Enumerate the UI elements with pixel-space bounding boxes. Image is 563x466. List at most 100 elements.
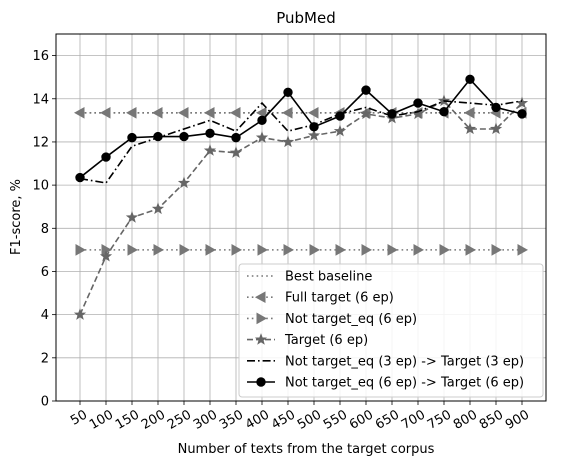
data-point bbox=[231, 132, 241, 143]
data-point bbox=[281, 135, 295, 148]
y-axis: 0 2 4 6 8 10 12 14 16 bbox=[32, 49, 56, 410]
data-point bbox=[179, 244, 191, 256]
legend-item: Full target (6 ep) bbox=[247, 291, 394, 306]
data-point bbox=[257, 244, 269, 256]
x-tick-label: 800 bbox=[451, 407, 480, 432]
data-point bbox=[73, 106, 85, 119]
legend-label: Best baseline bbox=[285, 270, 372, 285]
x-tick-label: 850 bbox=[477, 407, 506, 432]
data-point bbox=[179, 131, 189, 142]
legend-marker bbox=[254, 333, 268, 345]
data-point bbox=[257, 115, 267, 126]
x-tick-label: 50 bbox=[68, 407, 90, 428]
data-point bbox=[465, 244, 477, 256]
legend-item: Target (6 ep) bbox=[247, 333, 368, 348]
data-point bbox=[387, 109, 397, 119]
legend-label: Not target_eq (6 ep) -> Target (6 ep) bbox=[285, 376, 524, 391]
y-tick-label: 16 bbox=[32, 49, 49, 64]
chart-title: PubMed bbox=[276, 9, 336, 27]
data-point bbox=[465, 74, 475, 85]
x-tick-label: 750 bbox=[425, 407, 454, 432]
data-point bbox=[151, 106, 163, 119]
data-point bbox=[491, 102, 501, 113]
data-point bbox=[75, 244, 87, 256]
data-point bbox=[517, 109, 527, 119]
y-tick-label: 0 bbox=[41, 395, 49, 410]
legend: Best baseline Full target (6 ep) Not targe… bbox=[238, 263, 544, 398]
data-point bbox=[439, 244, 451, 256]
data-point bbox=[309, 122, 319, 132]
data-point bbox=[335, 111, 345, 121]
legend-marker bbox=[256, 312, 268, 325]
y-tick-label: 2 bbox=[41, 351, 49, 366]
y-tick-label: 8 bbox=[41, 222, 49, 237]
data-point bbox=[205, 244, 217, 256]
x-tick-label: 650 bbox=[373, 407, 402, 432]
data-point bbox=[73, 308, 87, 320]
x-tick-label: 550 bbox=[321, 407, 350, 432]
x-tick-label: 100 bbox=[87, 407, 116, 432]
series-6 bbox=[75, 74, 527, 183]
data-point bbox=[361, 85, 371, 95]
data-point bbox=[307, 106, 319, 119]
y-axis-label: F1-score, % bbox=[9, 179, 24, 255]
legend-box bbox=[238, 263, 544, 398]
data-point bbox=[463, 106, 475, 119]
legend-marker bbox=[254, 291, 266, 304]
data-point bbox=[463, 122, 477, 135]
data-point bbox=[99, 249, 113, 262]
y-tick-label: 10 bbox=[32, 179, 49, 194]
legend-item: Not target_eq (6 ep) bbox=[247, 312, 417, 327]
data-point bbox=[359, 107, 373, 120]
data-point bbox=[101, 152, 111, 162]
series-layer bbox=[73, 74, 529, 320]
data-point bbox=[491, 244, 503, 256]
series-3 bbox=[75, 244, 529, 256]
x-tick-label: 500 bbox=[295, 407, 324, 432]
legend-label: Not target_eq (3 ep) -> Target (3 ep) bbox=[285, 354, 524, 369]
data-point bbox=[177, 106, 189, 119]
data-point bbox=[203, 106, 215, 119]
series-5 bbox=[79, 100, 523, 184]
data-point bbox=[283, 244, 295, 256]
data-point bbox=[517, 244, 529, 256]
x-tick-label: 700 bbox=[399, 407, 428, 432]
data-point bbox=[307, 129, 321, 141]
data-point bbox=[489, 122, 503, 135]
series-line bbox=[79, 100, 523, 184]
x-tick-label: 350 bbox=[217, 407, 246, 432]
y-tick-label: 6 bbox=[41, 265, 49, 280]
plot-frame bbox=[55, 33, 547, 402]
x-axis-label: Number of texts from the target corpus bbox=[178, 442, 435, 457]
data-point bbox=[283, 87, 293, 97]
data-point bbox=[205, 128, 215, 139]
data-point bbox=[413, 98, 423, 108]
x-tick-label: 200 bbox=[139, 407, 168, 432]
legend-item: Not target_eq (6 ep) -> Target (6 ep) bbox=[247, 376, 524, 391]
x-tick-label: 300 bbox=[191, 407, 220, 432]
data-point bbox=[515, 96, 529, 109]
y-tick-label: 12 bbox=[32, 135, 49, 150]
x-tick-label: 150 bbox=[113, 407, 142, 432]
data-point bbox=[335, 244, 347, 256]
data-point bbox=[281, 106, 293, 119]
data-point bbox=[99, 106, 111, 119]
data-point bbox=[127, 244, 139, 256]
data-point bbox=[229, 106, 241, 119]
data-point bbox=[125, 106, 137, 119]
legend-item: Best baseline bbox=[247, 270, 372, 285]
x-tick-label: 250 bbox=[165, 407, 194, 432]
data-point bbox=[177, 176, 191, 189]
data-point bbox=[387, 244, 399, 256]
y-tick-label: 14 bbox=[32, 92, 49, 107]
data-point bbox=[203, 144, 217, 156]
x-axis: 5010015020025030035040045050055060065070… bbox=[68, 401, 532, 433]
legend-label: Not target_eq (6 ep) bbox=[285, 312, 417, 327]
data-point bbox=[309, 244, 321, 256]
data-point bbox=[361, 244, 373, 256]
data-point bbox=[75, 172, 85, 183]
legend-item: Not target_eq (3 ep) -> Target (3 ep) bbox=[247, 354, 524, 369]
data-point bbox=[255, 106, 267, 119]
data-point bbox=[127, 132, 137, 143]
